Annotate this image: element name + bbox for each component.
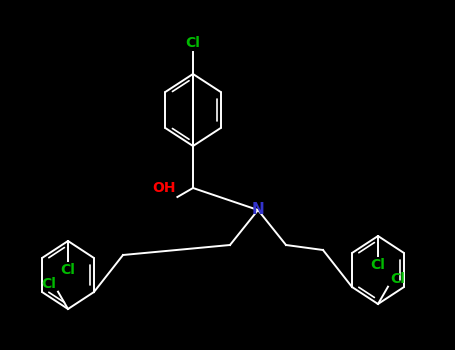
Text: OH: OH [152,181,176,195]
Text: Cl: Cl [186,36,201,50]
Text: Cl: Cl [370,258,385,272]
Text: Cl: Cl [390,272,405,286]
Text: Cl: Cl [41,277,56,291]
Text: N: N [252,203,264,217]
Text: Cl: Cl [61,263,76,277]
